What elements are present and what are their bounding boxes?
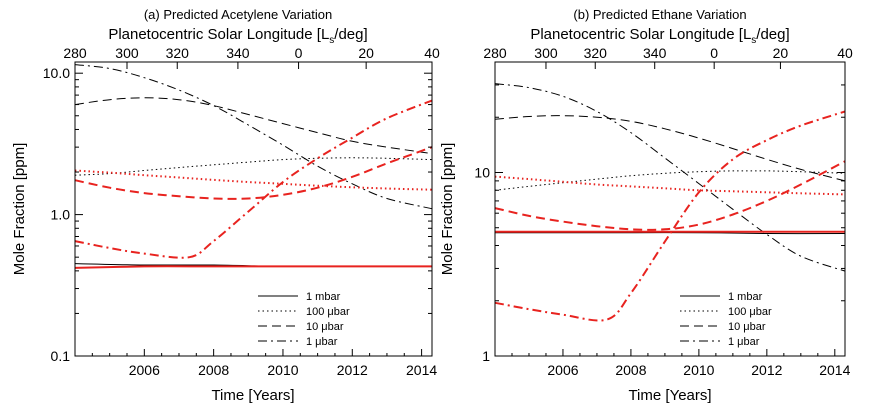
- x-tick-label: 2014: [819, 362, 850, 378]
- top-tick-label: 320: [584, 45, 608, 61]
- series-line-7: [74, 146, 433, 200]
- legend-label: 1 mbar: [728, 291, 763, 303]
- x-tick-labels: 2006 2008 2010 2012 2014: [547, 362, 850, 378]
- y-tick-label: 1.0: [51, 207, 71, 223]
- y-tick-label: 10: [474, 164, 490, 180]
- legend: 1 mbar 100 μbar 10 μbar 1 μbar: [258, 291, 350, 348]
- top-tick-label: 0: [295, 45, 303, 61]
- series-line-8: [494, 110, 846, 322]
- series-line-5: [74, 265, 432, 269]
- legend-label: 100 μbar: [728, 306, 772, 318]
- series-line-3: [74, 97, 433, 155]
- x-tick-label: 2010: [683, 362, 714, 378]
- panel-ethane: (b) Predicted Ethane Variation Planetoce…: [439, 7, 853, 404]
- plot-lines: [74, 64, 433, 269]
- panel-title: (b) Predicted Ethane Variation: [573, 7, 746, 22]
- plot-frame: [74, 61, 433, 357]
- y-axis-label: Mole Fraction [ppm]: [439, 143, 456, 276]
- top-tick-labels: 280 300 320 340 0 20 40: [483, 45, 853, 61]
- y-tick-labels: 1 10: [474, 164, 490, 364]
- top-axis-label: Planetocentric Solar Longitude [Ls/deg]: [530, 26, 789, 46]
- x-axis-label: Time [Years]: [628, 387, 711, 404]
- x-tick-label: 2010: [267, 362, 298, 378]
- series-line-2: [74, 157, 433, 176]
- y-tick-labels: 0.1 1.0 10.0: [43, 65, 70, 364]
- legend: 1 mbar 100 μbar 10 μbar 1 μbar: [680, 291, 772, 348]
- series-line-3: [494, 115, 846, 182]
- top-tick-label: 340: [643, 45, 667, 61]
- series-line-8: [74, 99, 433, 259]
- y-tick-label: 1: [482, 348, 490, 364]
- x-tick-label: 2008: [615, 362, 646, 378]
- x-tick-label: 2006: [129, 362, 160, 378]
- top-tick-label: 280: [63, 45, 87, 61]
- x-tick-label: 2012: [337, 362, 368, 378]
- top-tick-label: 300: [115, 45, 139, 61]
- x-tick-label: 2014: [406, 362, 437, 378]
- x-tick-labels: 2006 2008 2010 2012 2014: [129, 362, 438, 378]
- axis-ticks: [74, 62, 433, 357]
- top-axis-label: Planetocentric Solar Longitude [Ls/deg]: [108, 26, 367, 46]
- legend-label: 100 μbar: [306, 306, 350, 318]
- legend-label: 1 μbar: [306, 336, 338, 348]
- top-tick-label: 40: [837, 45, 853, 61]
- legend-label: 1 mbar: [306, 291, 341, 303]
- series-line-4: [494, 83, 846, 272]
- x-tick-label: 2012: [751, 362, 782, 378]
- axis-ticks: [494, 62, 846, 357]
- top-tick-label: 20: [358, 45, 374, 61]
- panel-acetylene: (a) Predicted Acetylene Variation Planet…: [11, 7, 440, 404]
- top-tick-label: 320: [166, 45, 190, 61]
- top-tick-label: 340: [226, 45, 250, 61]
- top-tick-label: 300: [534, 45, 558, 61]
- legend-label: 10 μbar: [728, 321, 766, 333]
- y-axis-label: Mole Fraction [ppm]: [11, 143, 28, 276]
- legend-label: 10 μbar: [306, 321, 344, 333]
- top-tick-labels: 280 300 320 340 0 20 40: [63, 45, 440, 61]
- y-tick-label: 10.0: [43, 65, 70, 81]
- x-axis-label: Time [Years]: [211, 387, 294, 404]
- series-line-7: [494, 160, 846, 231]
- legend-label: 1 μbar: [728, 336, 760, 348]
- top-tick-label: 40: [424, 45, 440, 61]
- x-tick-label: 2008: [198, 362, 229, 378]
- panel-title: (a) Predicted Acetylene Variation: [144, 7, 332, 22]
- top-tick-label: 0: [710, 45, 718, 61]
- series-line-6: [74, 169, 433, 191]
- plot-frame: [494, 61, 846, 357]
- y-tick-label: 0.1: [51, 348, 71, 364]
- top-tick-label: 20: [773, 45, 789, 61]
- series-line-4: [74, 64, 433, 210]
- top-tick-label: 280: [483, 45, 507, 61]
- plot-lines: [494, 83, 846, 322]
- x-tick-label: 2006: [547, 362, 578, 378]
